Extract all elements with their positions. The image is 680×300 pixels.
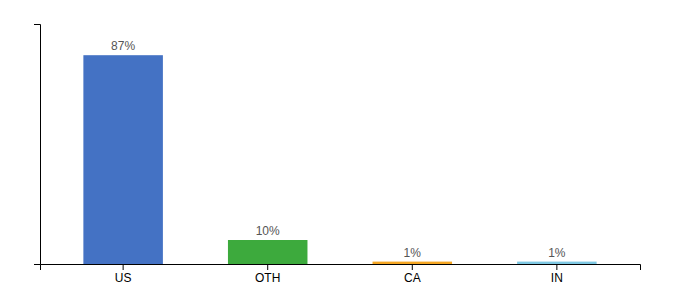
- x-tick-mark: [412, 264, 413, 270]
- data-label: 1%: [548, 246, 566, 260]
- x-tick-mark: [267, 264, 268, 270]
- x-tick-label: OTH: [255, 271, 280, 285]
- bars: [83, 55, 596, 264]
- x-tick: OTH: [255, 264, 280, 285]
- x-tick: IN: [551, 264, 563, 285]
- x-tick: US: [115, 264, 132, 285]
- bar: [373, 262, 453, 264]
- y-axis-line: [34, 25, 41, 265]
- x-tick-label: CA: [404, 271, 421, 285]
- x-tick: CA: [404, 264, 421, 285]
- bar: [228, 240, 308, 264]
- bar: [83, 55, 163, 264]
- x-tick-mark: [123, 264, 124, 270]
- y-axis: [34, 25, 41, 265]
- x-axis-line: [41, 265, 641, 271]
- plot-area: US OTH CA IN 87% 10% 1% 1%: [34, 25, 641, 285]
- data-labels: 87% 10% 1% 1%: [111, 39, 566, 259]
- x-axis: US OTH CA IN: [41, 264, 641, 285]
- chart-container: US OTH CA IN 87% 10% 1% 1%: [0, 0, 680, 300]
- x-tick-label: US: [115, 271, 132, 285]
- x-tick-label: IN: [551, 271, 563, 285]
- data-label: 10%: [256, 224, 280, 238]
- data-label: 87%: [111, 39, 135, 53]
- bar: [517, 262, 597, 264]
- x-tick-mark: [556, 264, 557, 270]
- data-label: 1%: [404, 246, 422, 260]
- chart-svg: US OTH CA IN 87% 10% 1% 1%: [0, 0, 680, 300]
